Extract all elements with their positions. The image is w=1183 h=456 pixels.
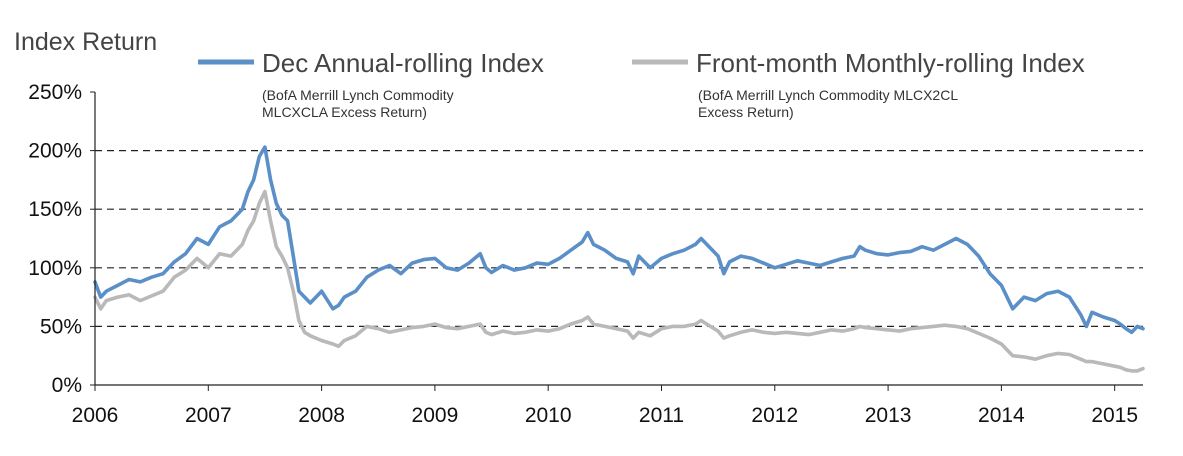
x-tick-label: 2011 [639,404,684,427]
series-lines [93,145,1145,373]
x-tick-label: 2007 [185,404,232,427]
x-tick-label: 2009 [412,404,459,427]
x-tick-label: 2006 [72,404,119,427]
y-tick-label: 250% [28,81,82,104]
y-axis-title: Index Return [14,28,157,56]
x-tick-label: 2015 [1091,404,1138,427]
series-line-dec-annual [93,145,1145,335]
y-tick-label: 0% [52,374,82,397]
legend-item-dec-annual: Dec Annual-rolling Index (BofA Merrill L… [198,48,544,120]
x-tick-label: 2013 [865,404,912,427]
legend-label-dec-annual: Dec Annual-rolling Index [262,48,544,78]
series-line-front-month [93,189,1145,373]
legend-subtitle-dec-annual-line2: MLCXCLA Excess Return) [262,104,427,120]
legend-subtitle-front-month-line2: Excess Return) [698,104,794,120]
x-tick-label: 2008 [298,404,345,427]
legend: Dec Annual-rolling Index (BofA Merrill L… [198,48,1085,120]
y-tick-label: 200% [28,140,82,163]
y-tick-label: 50% [40,315,82,338]
gridlines [95,150,1143,327]
x-tick-label: 2012 [751,404,798,427]
x-tick-label: 2014 [978,404,1025,427]
x-axis-ticks: 2006 2007 2008 2009 2010 2011 2012 2013 2014 2015 [72,385,1138,427]
y-axis-ticks: 0% 50% 100% 150% 200% 250% [28,81,95,397]
legend-subtitle-front-month-line1: (BofA Merrill Lynch Commodity MLCX2CL [698,87,958,103]
y-tick-label: 100% [28,257,82,280]
legend-label-front-month: Front-month Monthly-rolling Index [696,48,1085,78]
legend-subtitle-dec-annual-line1: (BofA Merrill Lynch Commodity [262,87,454,103]
x-tick-label: 2010 [525,404,572,427]
legend-item-front-month: Front-month Monthly-rolling Index (BofA … [632,48,1085,120]
y-tick-label: 150% [28,198,82,221]
axes [94,92,1143,386]
